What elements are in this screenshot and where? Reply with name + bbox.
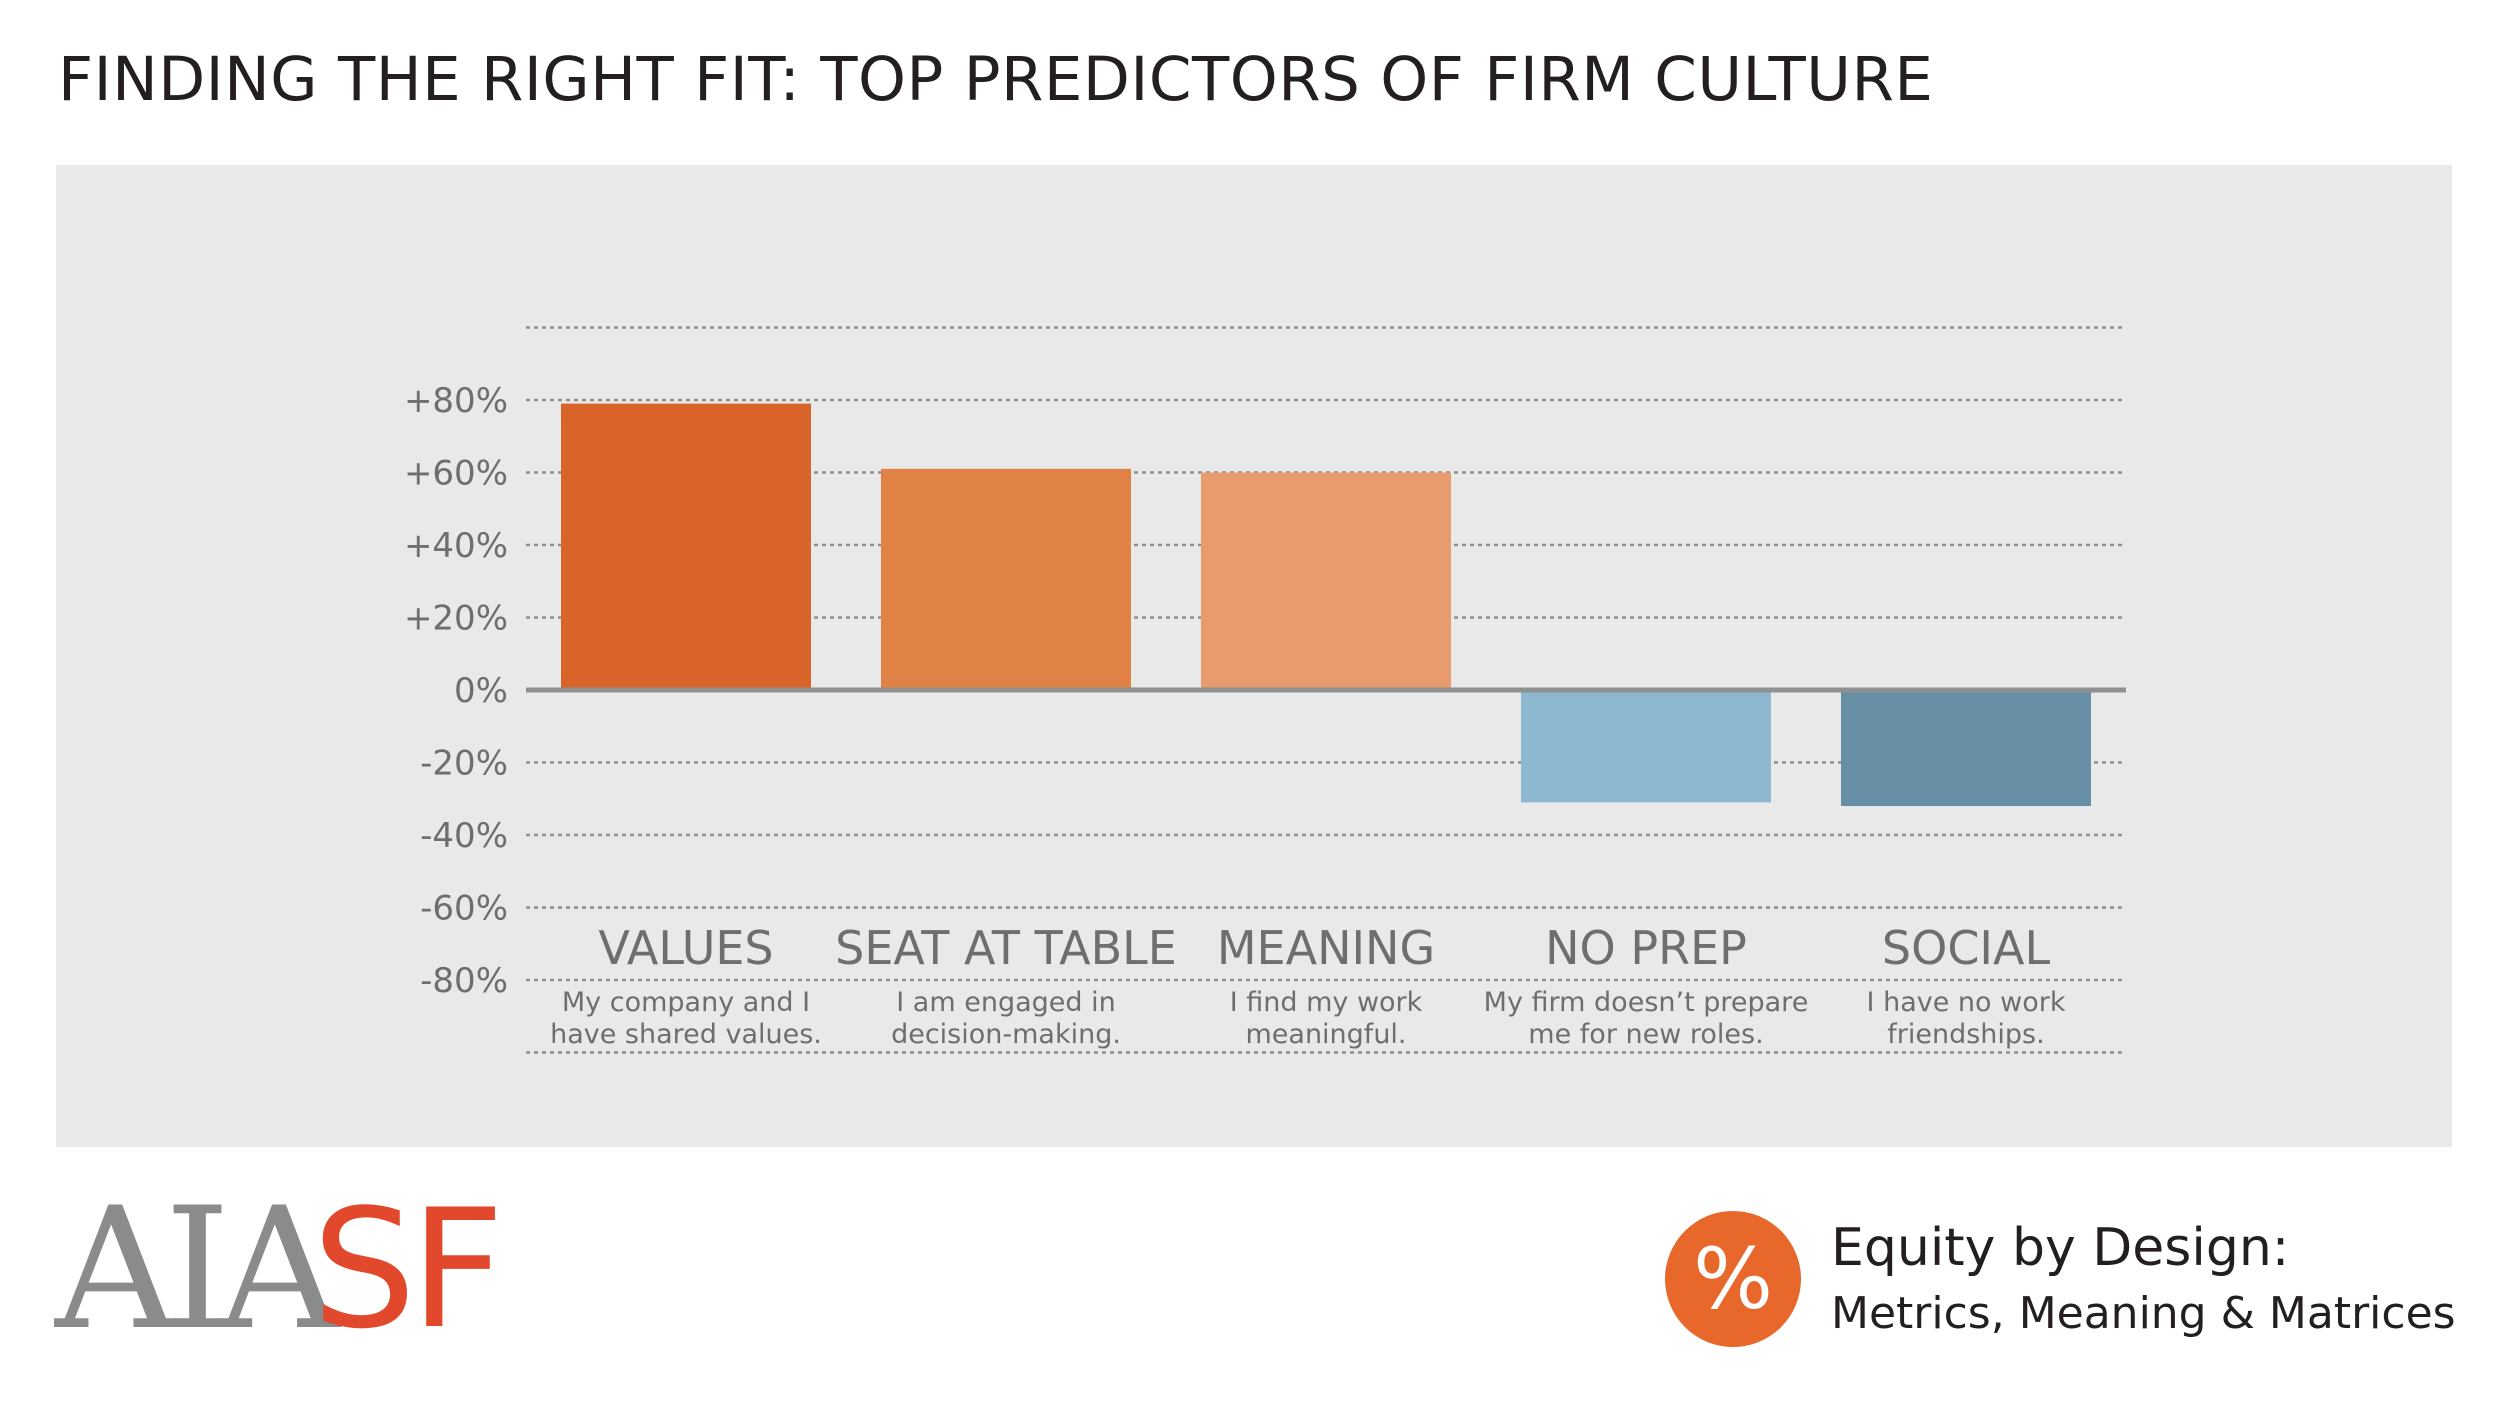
percent-badge-icon: % bbox=[1665, 1211, 1801, 1347]
bar-no-prep bbox=[1521, 690, 1771, 803]
y-tick-label: 0% bbox=[454, 671, 508, 711]
bar-values bbox=[561, 403, 811, 690]
equity-by-design-subtitle: Metrics, Meaning & Matrices bbox=[1831, 1288, 2456, 1339]
bar-social bbox=[1841, 690, 2091, 806]
y-tick-label: -80% bbox=[420, 961, 508, 1001]
bars bbox=[561, 403, 2091, 806]
bar-seat-at-table bbox=[881, 468, 1131, 690]
category-label: MEANING bbox=[1217, 921, 1435, 975]
category-description: decision-making. bbox=[891, 1019, 1121, 1050]
y-tick-label: +20% bbox=[404, 599, 508, 639]
bar-chart: +80% +60% +40% +20% 0% -20% -40% -60% -80% VALUE… bbox=[404, 326, 2126, 1054]
category-description: have shared values. bbox=[550, 1019, 822, 1050]
y-axis-ticks: +80% +60% +40% +20% 0% -20% -40% -60% -80% bbox=[404, 381, 508, 1001]
category-description: My firm doesn’t prepare bbox=[1484, 987, 1809, 1018]
y-tick-label: +80% bbox=[404, 381, 508, 421]
category-label: SOCIAL bbox=[1882, 921, 2051, 975]
category-description: me for new roles. bbox=[1528, 1019, 1763, 1050]
aiasf-logo-sf: SF bbox=[312, 1174, 504, 1365]
equity-by-design-title: Equity by Design: bbox=[1831, 1218, 2290, 1278]
y-tick-label: +60% bbox=[404, 454, 508, 494]
y-tick-label: -40% bbox=[420, 816, 508, 856]
category-description: My company and I bbox=[562, 987, 810, 1018]
y-tick-label: -20% bbox=[420, 744, 508, 784]
category-description: meaningful. bbox=[1245, 1019, 1406, 1050]
category-description: I find my work bbox=[1230, 987, 1423, 1018]
bar-meaning bbox=[1201, 472, 1451, 690]
category-description: I have no work bbox=[1867, 987, 2066, 1018]
aiasf-logo-aia: AIA bbox=[55, 1171, 340, 1367]
category-label: VALUES bbox=[598, 921, 773, 975]
page-title: FINDING THE RIGHT FIT: TOP PREDICTORS OF… bbox=[58, 44, 1934, 115]
category-description: friendships. bbox=[1887, 1019, 2044, 1050]
y-tick-label: -60% bbox=[420, 889, 508, 929]
category-label: SEAT AT TABLE bbox=[835, 921, 1177, 975]
category-description: I am engaged in bbox=[896, 987, 1115, 1018]
category-label: NO PREP bbox=[1545, 921, 1747, 975]
y-tick-label: +40% bbox=[404, 526, 508, 566]
chart-panel: +80% +60% +40% +20% 0% -20% -40% -60% -80% VALUE… bbox=[56, 165, 2452, 1147]
